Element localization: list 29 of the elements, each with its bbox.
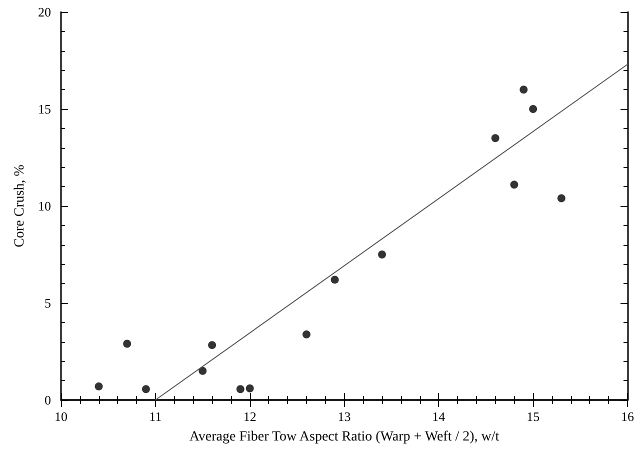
point — [236, 385, 244, 394]
x-tick-label: 10 — [54, 409, 68, 424]
point — [123, 340, 132, 348]
point — [529, 105, 538, 113]
point — [198, 366, 207, 375]
y-tick-label: 0 — [44, 392, 51, 408]
y-tick-label: 15 — [38, 102, 51, 116]
x-tick-label: 14 — [432, 409, 446, 424]
point — [208, 341, 216, 350]
point — [302, 330, 310, 338]
point — [557, 194, 566, 202]
y-tick-label: 5 — [44, 296, 51, 310]
point — [520, 86, 528, 94]
point — [330, 276, 339, 284]
x-tick-label: 15 — [526, 409, 540, 424]
x-tick-label: 13 — [338, 409, 351, 424]
point — [142, 385, 150, 394]
point — [246, 384, 254, 392]
y-tick-label: 10 — [38, 198, 51, 214]
y-axis-title: Core Crush, % — [12, 164, 28, 248]
x-axis-title: Average Fiber Tow Aspect Ratio (Warp + Weft / 2), w/t — [189, 430, 500, 444]
x-tick-label: 12 — [243, 409, 256, 424]
point — [510, 180, 518, 189]
x-tick-label: 16 — [621, 409, 634, 424]
point — [491, 134, 500, 142]
point — [94, 382, 103, 390]
y-tick-label: 20 — [38, 4, 51, 20]
point — [378, 250, 386, 258]
x-tick-label: 11 — [149, 409, 162, 424]
